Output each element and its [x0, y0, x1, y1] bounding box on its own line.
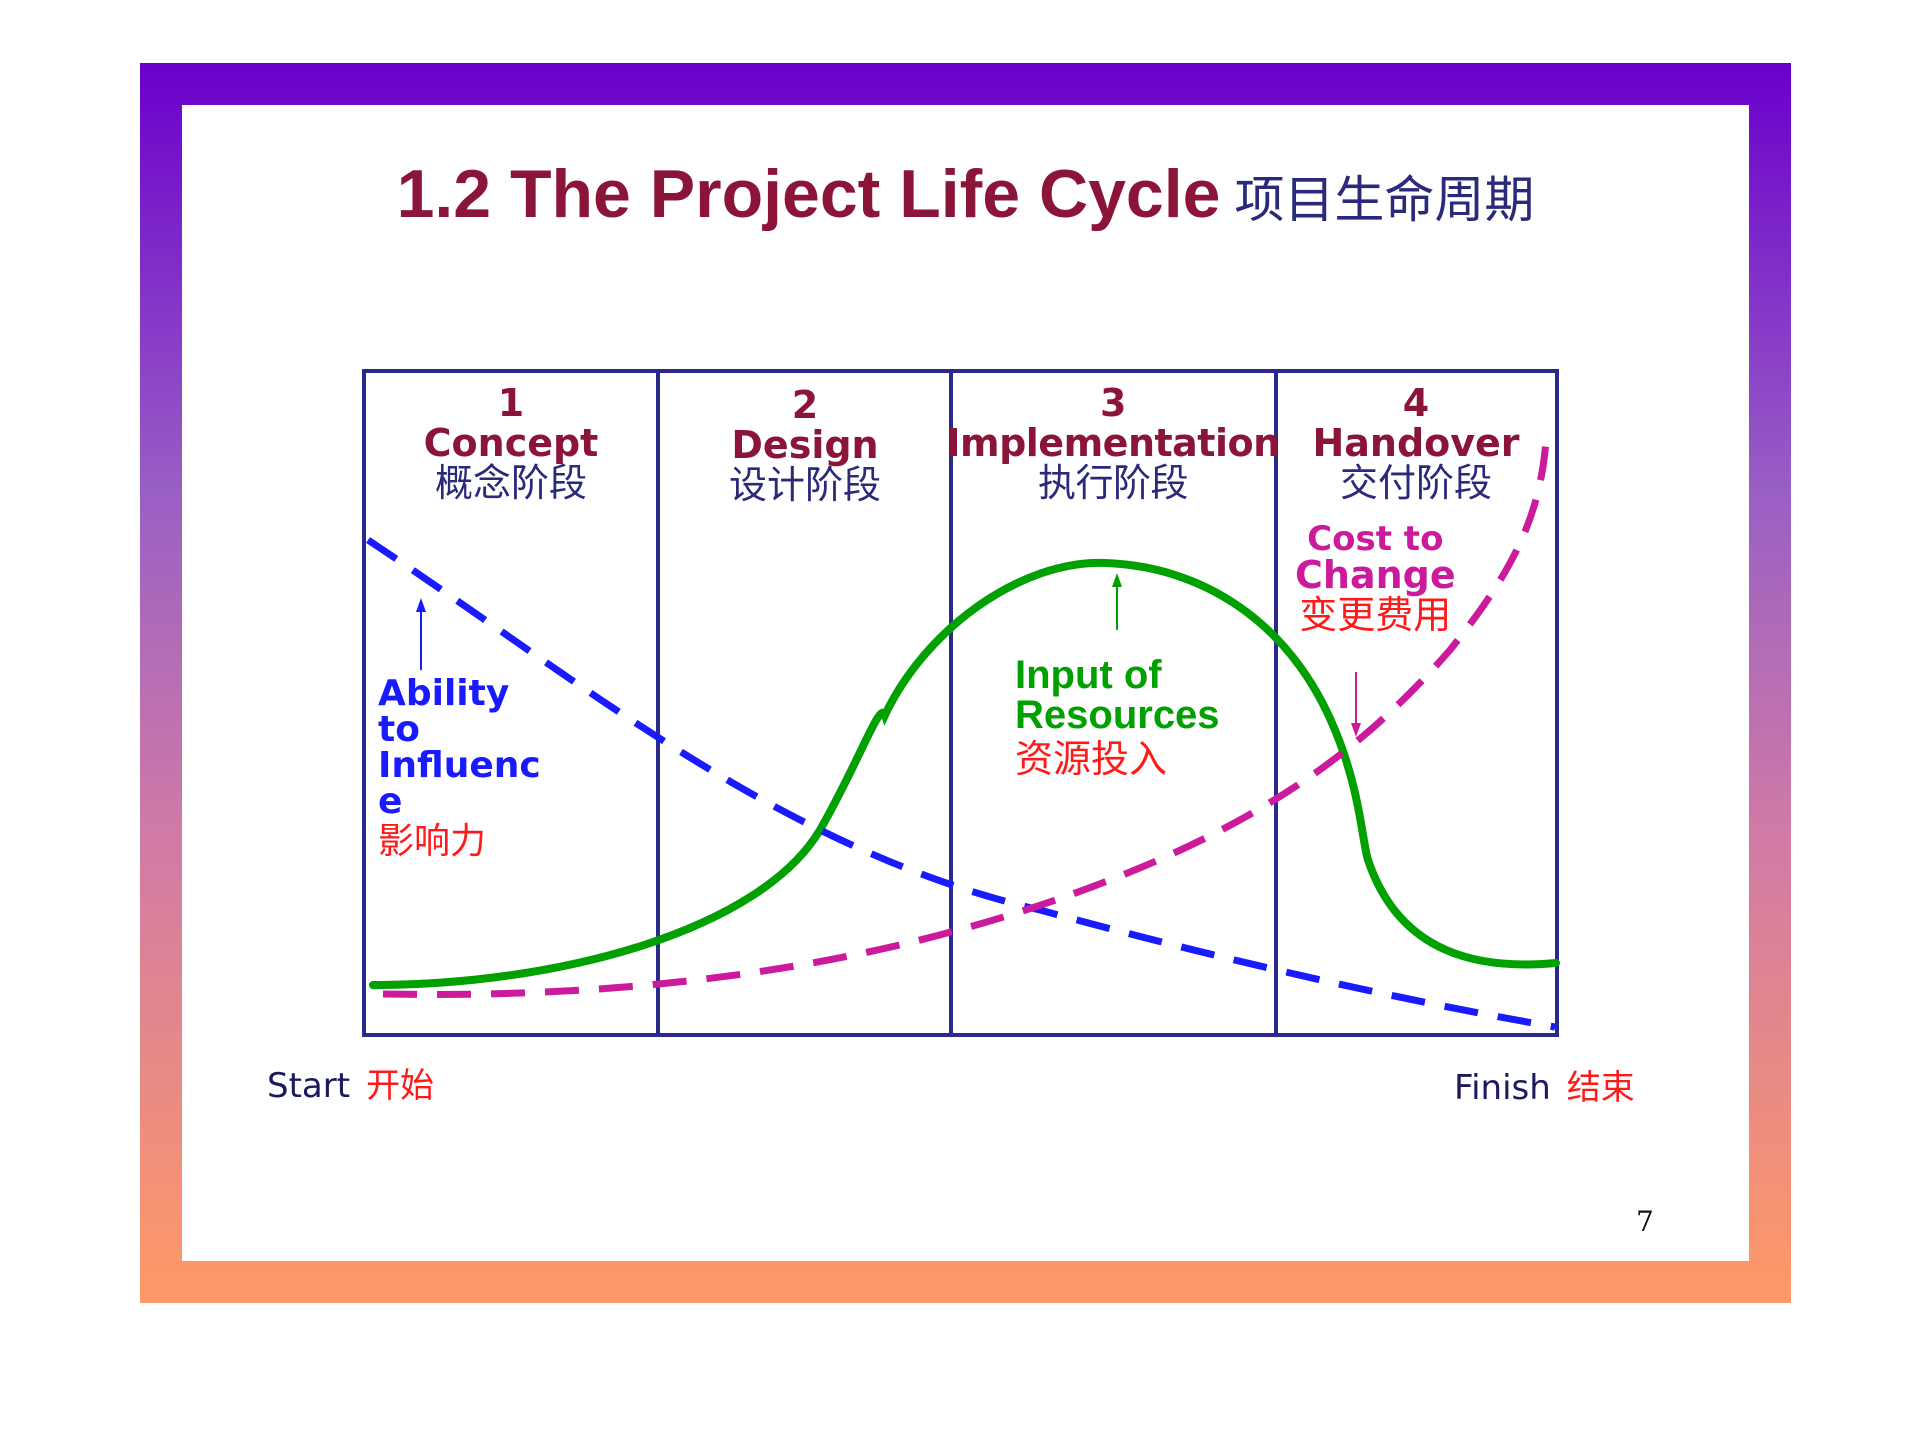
phase-1-number: 1 [497, 381, 525, 425]
resources-arrow-head [1112, 573, 1122, 587]
phase-2-number: 2 [791, 383, 819, 427]
phase-1-chinese: 概念阶段 [434, 461, 587, 505]
finish-label: Finish 结束 [1454, 1060, 1635, 1109]
cost-line-1: Cost to [1307, 519, 1444, 559]
slide: 1.2 The Project Life Cycle 项目生命周期 [182, 105, 1749, 1261]
phase-4-name: Handover [1312, 421, 1520, 465]
page-number: 7 [1636, 1205, 1654, 1238]
start-text: Start [267, 1066, 351, 1106]
ability-arrow-head [416, 598, 426, 612]
phase-1-header: 1 Concept 概念阶段 [411, 384, 611, 502]
cost-curve [382, 439, 1550, 998]
ability-line-3: Influenc [378, 745, 541, 786]
cost-arrow-head [1351, 723, 1361, 737]
ability-label: Ability to Influenc e 影响力 [378, 676, 541, 860]
start-label: Start 开始 [267, 1058, 434, 1107]
cost-label: Cost to Change 变更费用 [1295, 522, 1456, 634]
resources-line-2: Resources [1015, 693, 1220, 737]
ability-line-4: e [378, 781, 403, 822]
resources-label: Input of Resources 资源投入 [1015, 655, 1220, 779]
slide-frame: 1.2 The Project Life Cycle 项目生命周期 [140, 63, 1791, 1303]
resources-line-1: Input of [1015, 653, 1162, 697]
title-chinese: 项目生命周期 [1234, 171, 1535, 229]
phase-3-header: 3 Implementation 执行阶段 [943, 384, 1283, 502]
phase-3-chinese: 执行阶段 [1037, 461, 1189, 505]
start-chinese: 开始 [366, 1066, 435, 1106]
diagram-border [362, 369, 1559, 1037]
phase-2-name: Design [731, 423, 879, 467]
phase-4-number: 4 [1402, 381, 1430, 425]
ability-line-1: Ability [378, 673, 510, 714]
ability-chinese: 影响力 [378, 821, 487, 862]
ability-line-2: to [378, 709, 420, 750]
phase-2-header: 2 Design 设计阶段 [705, 386, 905, 504]
resources-chinese: 资源投入 [1015, 739, 1168, 781]
cost-line-2: Change [1295, 553, 1456, 597]
finish-chinese: 结束 [1566, 1068, 1635, 1108]
phase-4-header: 4 Handover 交付阶段 [1300, 384, 1532, 502]
slide-title: 1.2 The Project Life Cycle 项目生命周期 [182, 155, 1749, 233]
finish-text: Finish [1454, 1068, 1551, 1108]
phase-4-chinese: 交付阶段 [1339, 461, 1492, 505]
cost-chinese: 变更费用 [1299, 593, 1452, 637]
phase-3-number: 3 [1100, 381, 1126, 425]
phase-2-chinese: 设计阶段 [728, 463, 881, 507]
phase-3-name: Implementation [946, 421, 1280, 465]
title-text: 1.2 The Project Life Cycle [396, 156, 1221, 232]
phase-1-name: Concept [423, 421, 599, 465]
resources-curve [369, 558, 1560, 989]
ability-curve [366, 537, 1556, 1031]
